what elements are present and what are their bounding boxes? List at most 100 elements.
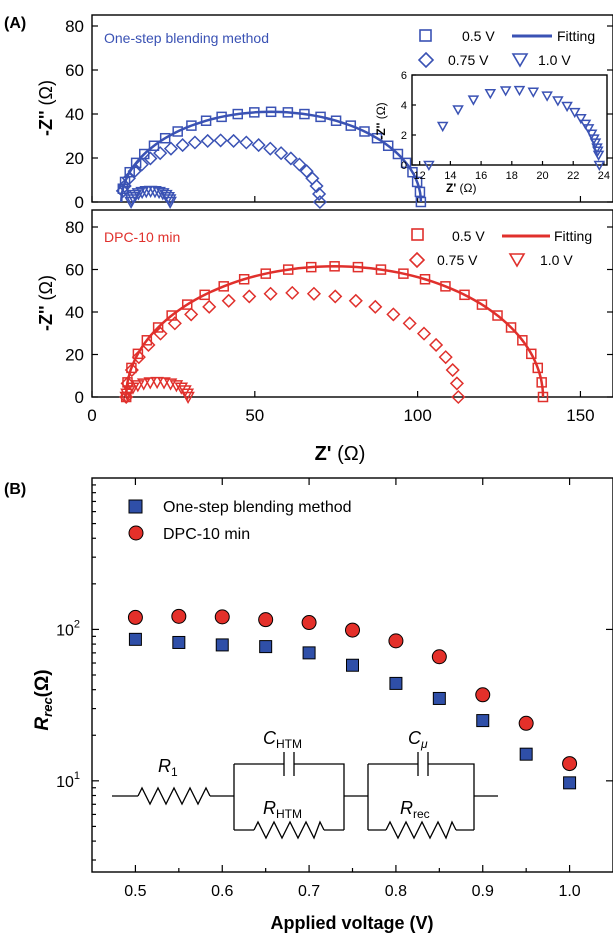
chart-b-point-one-step bbox=[432, 691, 446, 705]
chart-a-bottom-point-0-75-V bbox=[348, 293, 363, 308]
chart-a-bottom: DPC-10 min -Z'' (Ω) Z' (Ω) 0 20 40 60 80 0 50 1… bbox=[36, 209, 613, 465]
chart-a-top-ylabel-main: -Z'' bbox=[36, 110, 56, 136]
chart-a-bottom-point-1-0-V bbox=[131, 380, 145, 393]
legend-b-series1: One-step blending method bbox=[163, 499, 352, 516]
chart-a-bottom-point-0-75-V bbox=[429, 337, 444, 352]
label-chtm: CHTM bbox=[263, 728, 302, 751]
inset-xtick-label: 14 bbox=[444, 170, 456, 182]
chart-b-point-dpc bbox=[345, 622, 360, 638]
chart-a-top-point-0-75-V bbox=[309, 178, 324, 194]
chart-a-bottom-point-1-0-V bbox=[174, 382, 189, 395]
inset-point bbox=[593, 160, 606, 172]
chart-a-bottom-point-0-5-V bbox=[532, 362, 544, 374]
chart-b-xtick-label: 0.6 bbox=[211, 883, 233, 900]
circuit-diagram: R1 CHTM RHTM Cμ Rrec bbox=[112, 728, 498, 840]
chart-a-bottom-point-0-75-V bbox=[368, 299, 383, 314]
legend-a-bottom-fitting: Fitting bbox=[554, 228, 592, 244]
chart-a-bottom-point-0-5-V bbox=[218, 281, 229, 292]
chart-b-xtick-label: 0.9 bbox=[472, 883, 494, 900]
chart-b-ytick-exp: 2 bbox=[74, 618, 80, 630]
chart-a-bottom-point-1-0-V bbox=[180, 388, 195, 401]
inset-ytick-label: 2 bbox=[401, 130, 407, 142]
legend-a-top-diamond-marker bbox=[417, 51, 435, 69]
legend-b-series2: DPC-10 min bbox=[163, 526, 250, 543]
chart-b-point-one-step bbox=[389, 676, 403, 690]
chart-a-bottom-point-0-75-V bbox=[328, 289, 343, 304]
chart-a-bottom-point-0-75-V bbox=[402, 316, 417, 331]
chart-a-top-point-1-0-V bbox=[128, 189, 143, 203]
chart-a-top-frame bbox=[91, 14, 613, 203]
inset-xtick-label: 20 bbox=[536, 170, 548, 182]
chart-a-top-point-0-5-V bbox=[392, 148, 404, 160]
chart-b-point-one-step bbox=[172, 635, 186, 649]
legend-a-bottom-square-marker bbox=[411, 228, 424, 241]
label-rhtm-main: R bbox=[263, 798, 276, 818]
chart-a-bottom-ylabel: -Z'' (Ω) bbox=[36, 275, 56, 331]
chart-a-bottom-xlabel: Z' (Ω) bbox=[315, 443, 366, 465]
circuit-block-2-wires bbox=[367, 763, 475, 831]
chart-b-ytick-base: 10 bbox=[56, 774, 74, 791]
chart-a-bottom-point-0-5-V bbox=[459, 289, 470, 301]
resistor-rrec bbox=[385, 820, 457, 840]
chart-a-bottom-point-1-0-V bbox=[150, 376, 164, 390]
chart-a-top-ylabel-unit: (Ω) bbox=[36, 80, 56, 110]
chart-a-top-point-0-75-V bbox=[251, 138, 266, 153]
chart-a-bottom-point-0-75-V bbox=[386, 307, 401, 322]
inset-ylabel-unit: (Ω) bbox=[374, 102, 388, 122]
chart-b-ylabel-main: R bbox=[32, 717, 53, 731]
label-chtm-sub: HTM bbox=[276, 737, 302, 751]
chart-b-point-one-step bbox=[346, 658, 359, 672]
chart-a-bottom-point-0-5-V bbox=[152, 322, 164, 333]
inset-xlabel-unit: (Ω) bbox=[456, 181, 476, 195]
chart-a-bottom-point-0-5-V bbox=[505, 322, 517, 333]
inset-xtick-label: 24 bbox=[598, 170, 610, 182]
inset-point bbox=[585, 129, 598, 140]
chart-b-ylabel: Rrec(Ω) bbox=[32, 669, 55, 730]
chart-a-top-legend: 0.5 V Fitting 0.75 V 1.0 V bbox=[417, 28, 595, 69]
chart-a-top-point-0-75-V bbox=[226, 133, 241, 148]
inset-point bbox=[552, 96, 564, 107]
label-r1-sub: 1 bbox=[171, 765, 178, 779]
chart-a-top-ytick-label: 40 bbox=[65, 105, 84, 124]
chart-a-bottom-point-1-0-V bbox=[181, 391, 195, 405]
chart-b-point-one-step bbox=[259, 640, 273, 654]
chart-b-point-dpc bbox=[171, 608, 187, 624]
label-chtm-main: C bbox=[263, 728, 277, 748]
chart-b-xlabel: Applied voltage (V) bbox=[270, 913, 433, 933]
chart-a-bottom-point-0-75-V bbox=[449, 376, 464, 391]
label-r1-main: R bbox=[158, 756, 171, 776]
chart-a-bottom-point-0-5-V bbox=[476, 299, 488, 310]
chart-a-top-point-1-0-V bbox=[163, 196, 177, 210]
inset-point bbox=[423, 160, 435, 172]
chart-a-top-point-0-5-V bbox=[345, 120, 357, 131]
chart-a-top-point-0-75-V bbox=[163, 141, 179, 156]
chart-a-bottom-point-0-75-V bbox=[221, 293, 236, 308]
inset-xlabel-main: Z' bbox=[446, 181, 456, 195]
inset-xtick-label: 16 bbox=[475, 170, 487, 182]
chart-a-top-point-0-5-V bbox=[371, 132, 383, 144]
chart-a-bottom-point-1-0-V bbox=[136, 378, 151, 391]
inset-ytick-label: 4 bbox=[401, 100, 407, 112]
chart-a-top-point-1-0-V bbox=[131, 188, 146, 201]
chart-b-point-dpc bbox=[562, 756, 578, 772]
chart-a-bottom-point-0-5-V bbox=[181, 299, 193, 310]
chart-a-bottom-point-0-75-V bbox=[167, 316, 182, 331]
chart-a-top-point-0-5-V bbox=[400, 157, 412, 169]
chart-a-top-point-1-0-V bbox=[156, 188, 170, 201]
chart-a-bottom-point-0-5-V bbox=[492, 310, 503, 321]
chart-a-bottom-point-0-5-V bbox=[419, 274, 431, 285]
chart-a-top-marks bbox=[115, 106, 427, 210]
chart-a-bottom-point-0-75-V bbox=[184, 307, 199, 322]
label-rhtm: RHTM bbox=[263, 798, 302, 821]
label-rrec-main: R bbox=[400, 798, 413, 818]
chart-b-xtick-label: 0.8 bbox=[385, 883, 407, 900]
chart-a-top-ytick-label: 0 bbox=[75, 193, 84, 212]
chart-a-top-point-0-75-V bbox=[312, 186, 327, 202]
panel-b-label: (B) bbox=[4, 481, 26, 498]
chart-a-top-ytick-label: 60 bbox=[65, 61, 84, 80]
legend-a-bottom-05: 0.5 V bbox=[452, 228, 485, 244]
chart-b-point-dpc bbox=[258, 612, 274, 628]
chart-a-top-point-0-5-V bbox=[159, 132, 171, 144]
